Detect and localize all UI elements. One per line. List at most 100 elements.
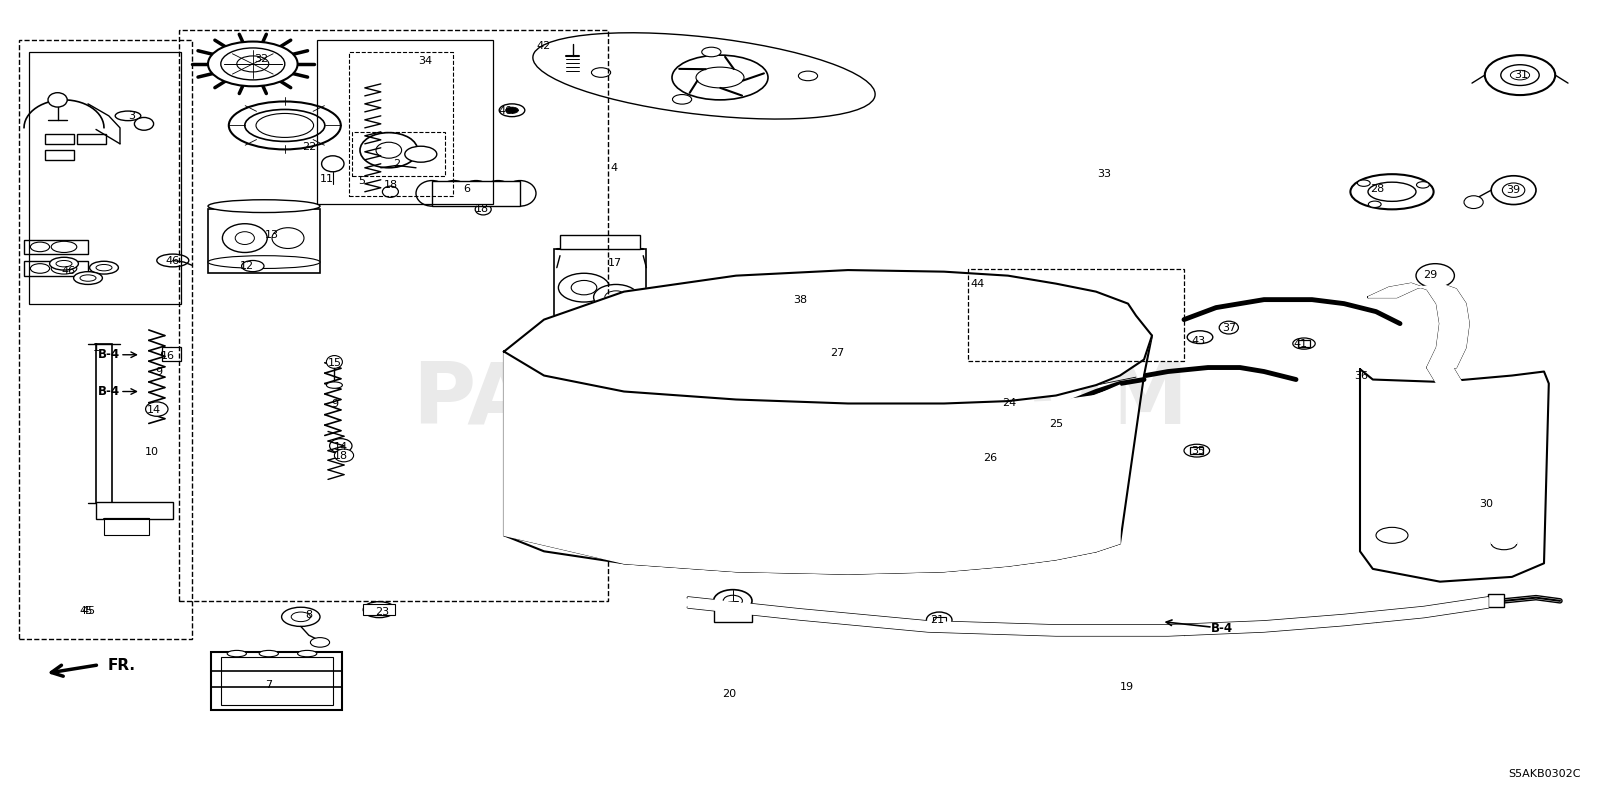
Bar bbox=[1488, 594, 1504, 607]
Ellipse shape bbox=[594, 284, 638, 310]
Ellipse shape bbox=[736, 302, 832, 337]
Text: 18: 18 bbox=[475, 205, 488, 214]
Ellipse shape bbox=[558, 273, 610, 302]
Ellipse shape bbox=[259, 650, 278, 657]
Ellipse shape bbox=[461, 181, 493, 206]
Ellipse shape bbox=[1357, 180, 1370, 186]
Text: 37: 37 bbox=[1222, 324, 1235, 333]
Ellipse shape bbox=[1187, 331, 1213, 344]
Ellipse shape bbox=[1464, 196, 1483, 209]
Text: 10: 10 bbox=[146, 447, 158, 457]
Ellipse shape bbox=[51, 241, 77, 252]
Text: B-4: B-4 bbox=[98, 385, 120, 398]
Text: 3: 3 bbox=[128, 111, 134, 121]
Ellipse shape bbox=[162, 348, 181, 360]
Ellipse shape bbox=[1416, 264, 1454, 288]
Ellipse shape bbox=[221, 48, 285, 80]
Ellipse shape bbox=[1502, 183, 1525, 197]
Ellipse shape bbox=[382, 186, 398, 197]
Text: 2: 2 bbox=[394, 159, 400, 169]
Ellipse shape bbox=[48, 93, 67, 107]
Ellipse shape bbox=[1510, 70, 1530, 80]
Text: 9: 9 bbox=[331, 400, 338, 409]
Ellipse shape bbox=[157, 254, 189, 267]
Ellipse shape bbox=[771, 373, 781, 378]
Bar bbox=[208, 209, 320, 273]
Bar bbox=[933, 617, 946, 623]
Ellipse shape bbox=[798, 71, 818, 81]
Ellipse shape bbox=[272, 228, 304, 248]
Text: 6: 6 bbox=[464, 184, 470, 193]
Bar bbox=[560, 235, 640, 249]
Bar bbox=[45, 134, 74, 144]
Text: 14: 14 bbox=[334, 442, 347, 451]
Text: 14: 14 bbox=[147, 405, 160, 415]
Ellipse shape bbox=[1184, 444, 1210, 457]
Text: 36: 36 bbox=[1355, 372, 1368, 381]
Ellipse shape bbox=[533, 33, 875, 119]
Text: 1: 1 bbox=[93, 343, 99, 352]
Text: S5AKB0302C: S5AKB0302C bbox=[1509, 769, 1581, 779]
Ellipse shape bbox=[795, 359, 805, 364]
Ellipse shape bbox=[363, 602, 395, 618]
Ellipse shape bbox=[227, 650, 246, 657]
Text: 9: 9 bbox=[155, 368, 162, 377]
Ellipse shape bbox=[475, 204, 491, 215]
Ellipse shape bbox=[360, 133, 418, 168]
Ellipse shape bbox=[310, 638, 330, 647]
Ellipse shape bbox=[134, 117, 154, 130]
Polygon shape bbox=[688, 598, 1488, 635]
Bar bbox=[96, 502, 173, 519]
Ellipse shape bbox=[330, 439, 352, 453]
Ellipse shape bbox=[672, 94, 691, 104]
Text: 21: 21 bbox=[931, 615, 944, 625]
Bar bbox=[211, 652, 342, 710]
Text: 38: 38 bbox=[794, 296, 806, 305]
Ellipse shape bbox=[30, 264, 50, 273]
Bar bbox=[96, 344, 112, 503]
Ellipse shape bbox=[787, 293, 813, 306]
Ellipse shape bbox=[256, 113, 314, 137]
Ellipse shape bbox=[322, 156, 344, 172]
Text: 5: 5 bbox=[358, 176, 365, 185]
Ellipse shape bbox=[229, 101, 341, 149]
Bar bbox=[24, 240, 88, 254]
Text: 43: 43 bbox=[1192, 336, 1205, 346]
Polygon shape bbox=[1427, 368, 1522, 543]
Ellipse shape bbox=[723, 595, 742, 606]
Polygon shape bbox=[1360, 369, 1549, 582]
Ellipse shape bbox=[1219, 321, 1238, 334]
Text: 18: 18 bbox=[334, 451, 347, 461]
Text: 23: 23 bbox=[376, 607, 389, 617]
Ellipse shape bbox=[771, 315, 797, 324]
Ellipse shape bbox=[74, 272, 102, 284]
Ellipse shape bbox=[778, 329, 790, 336]
Ellipse shape bbox=[1416, 181, 1429, 188]
Ellipse shape bbox=[702, 47, 722, 57]
Text: PARTSOUQ.COM: PARTSOUQ.COM bbox=[411, 358, 1189, 441]
Ellipse shape bbox=[90, 261, 118, 274]
Bar bbox=[554, 249, 646, 325]
Bar bbox=[221, 657, 333, 705]
Text: 17: 17 bbox=[608, 258, 621, 268]
Text: 39: 39 bbox=[1507, 185, 1520, 195]
Ellipse shape bbox=[504, 181, 536, 206]
Ellipse shape bbox=[893, 325, 931, 338]
Text: 31: 31 bbox=[1515, 70, 1528, 80]
Ellipse shape bbox=[405, 146, 437, 162]
Text: B-4: B-4 bbox=[98, 348, 120, 361]
Ellipse shape bbox=[80, 275, 96, 281]
Ellipse shape bbox=[326, 382, 342, 388]
Ellipse shape bbox=[696, 67, 744, 88]
Polygon shape bbox=[1368, 284, 1469, 368]
Text: 45: 45 bbox=[82, 606, 94, 616]
Ellipse shape bbox=[1491, 537, 1517, 550]
Ellipse shape bbox=[50, 257, 78, 270]
Bar bbox=[29, 52, 181, 304]
Text: 29: 29 bbox=[1424, 270, 1437, 280]
Ellipse shape bbox=[146, 402, 168, 416]
Ellipse shape bbox=[96, 264, 112, 271]
Ellipse shape bbox=[51, 263, 77, 274]
Text: 16: 16 bbox=[162, 351, 174, 360]
Polygon shape bbox=[989, 325, 1072, 356]
